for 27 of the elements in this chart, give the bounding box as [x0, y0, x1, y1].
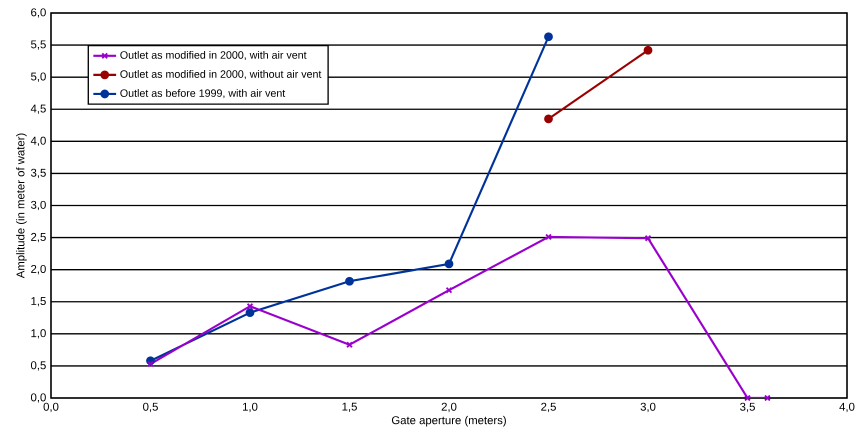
x-tick-label: 1,0 — [242, 402, 258, 412]
y-tick-label: 6,0 — [31, 8, 46, 18]
y-tick-label: 5,5 — [30, 40, 46, 50]
x-tick-label: 4,0 — [839, 402, 854, 412]
x-tick-label: 3,5 — [740, 402, 755, 412]
x-tick-label: 2,5 — [541, 402, 556, 412]
y-tick-label: 3,5 — [30, 168, 46, 178]
y-tick-label: 4,0 — [30, 136, 46, 146]
x-tick-label: 3,0 — [640, 402, 656, 412]
x-axis-title: Gate aperture (meters) — [392, 416, 506, 426]
y-tick-label: 0,5 — [30, 361, 46, 371]
x-tick-label: 0,5 — [143, 402, 158, 412]
y-tick-label: 1,0 — [31, 329, 46, 339]
x-tick-label: 2,0 — [442, 402, 456, 412]
x-tick-label: 1,5 — [342, 402, 357, 412]
legend-label: Outlet as modified in 2000, with air vent — [120, 50, 306, 60]
y-tick-label: 5,0 — [30, 72, 46, 82]
y-tick-label: 2,5 — [31, 232, 46, 242]
y-axis-title: Amplitude (in meter of water) — [16, 133, 27, 278]
legend-label: Outlet as modified in 2000, without air vent — [120, 70, 322, 80]
y-tick-label: 2,0 — [31, 264, 46, 274]
legend-label: Outlet as before 1999, with air vent — [120, 89, 286, 98]
y-tick-label: 4,5 — [30, 104, 46, 114]
y-tick-label: 0,0 — [30, 393, 46, 403]
y-tick-label: 1,5 — [31, 297, 46, 306]
x-tick-label: 0,0 — [44, 402, 58, 412]
y-tick-label: 3,0 — [30, 200, 46, 210]
